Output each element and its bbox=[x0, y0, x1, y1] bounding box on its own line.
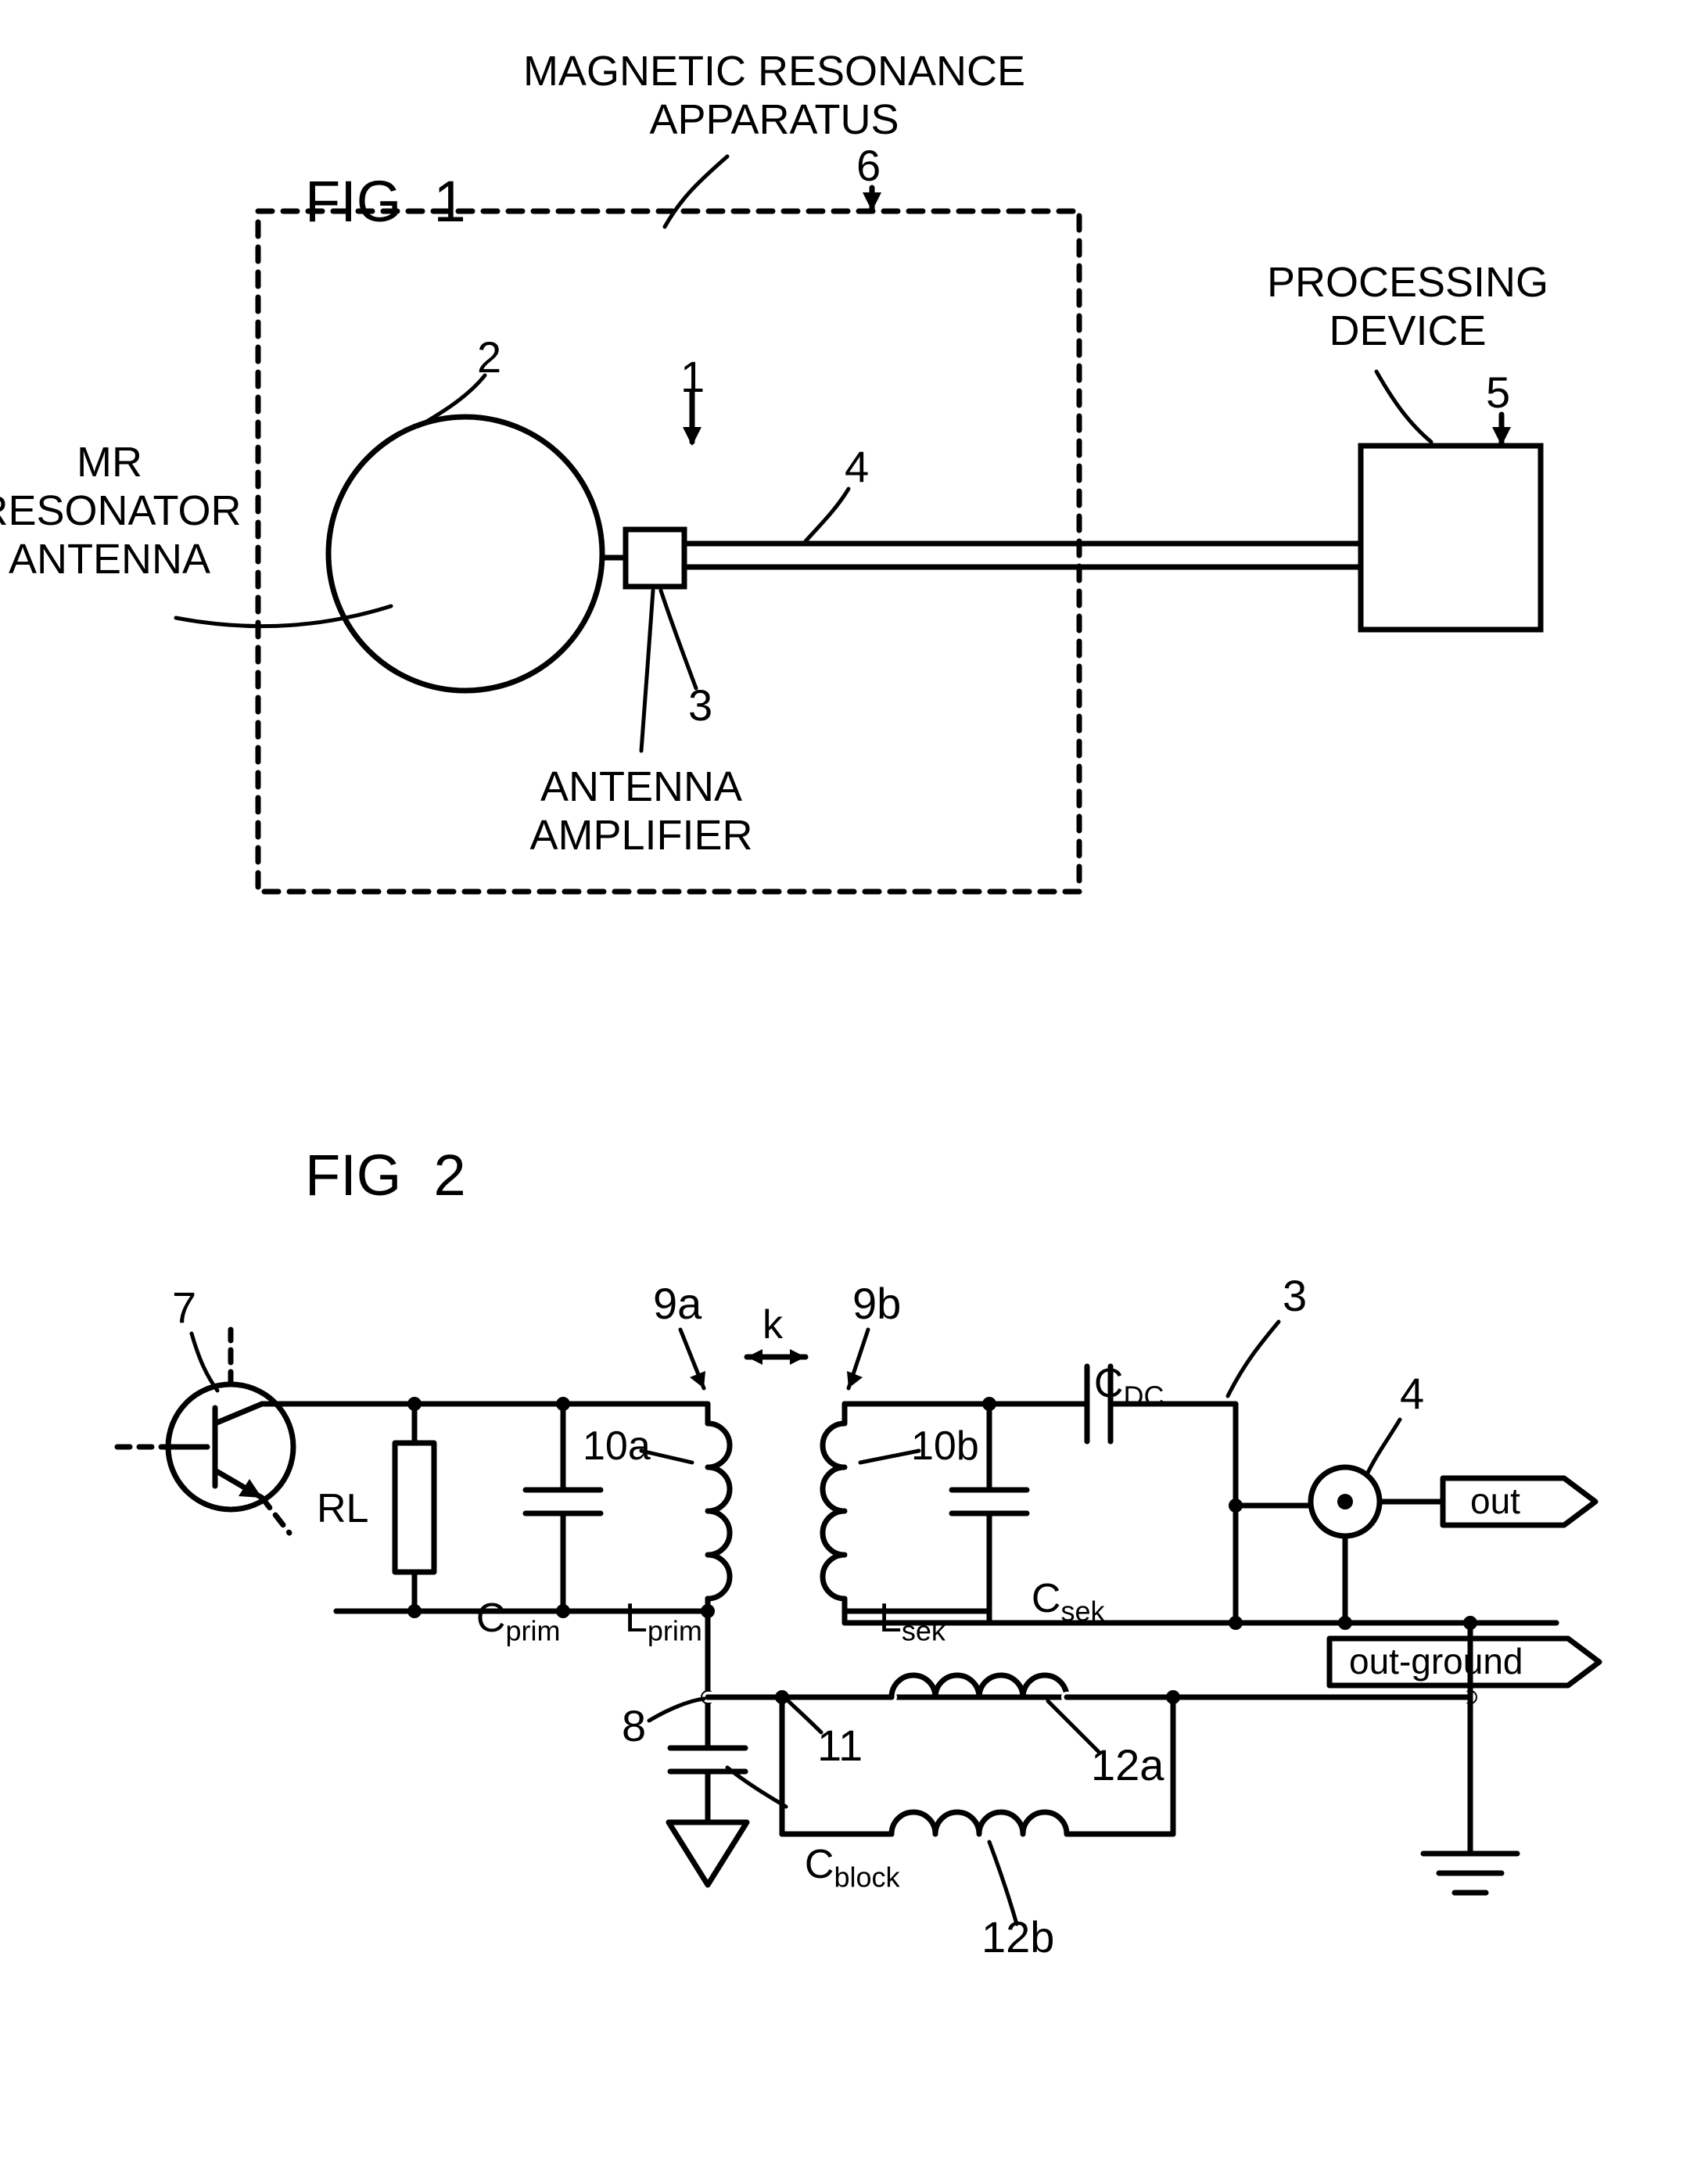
fig1-n3: 3 bbox=[688, 680, 712, 730]
fig1-processing-label: PROCESSING DEVICE bbox=[1243, 258, 1572, 355]
fig1-leader-proc bbox=[1376, 372, 1431, 442]
fig2-n7: 7 bbox=[172, 1283, 196, 1333]
fig2-title: FIG 2 bbox=[305, 1142, 466, 1208]
fig1-leader-apparatus bbox=[665, 156, 727, 227]
fig2-n11: 11 bbox=[817, 1721, 863, 1771]
fig2-12a bbox=[892, 1675, 1067, 1697]
fig2-Csek: Csek bbox=[1009, 1529, 1105, 1628]
fig2-Lprim bbox=[708, 1423, 730, 1599]
fig2-k: k bbox=[762, 1302, 783, 1349]
fig2-n3: 3 bbox=[1283, 1271, 1307, 1321]
fig2-12b bbox=[892, 1812, 1067, 1834]
fig1-title: FIG 1 bbox=[305, 168, 466, 235]
fig1-leader-mr bbox=[176, 606, 391, 626]
fig1-n5: 5 bbox=[1486, 368, 1510, 418]
fig1-processing-device bbox=[1361, 446, 1541, 630]
fig2-RL: RL bbox=[317, 1486, 368, 1533]
fig2-n12a: 12a bbox=[1091, 1740, 1164, 1790]
fig2-n4: 4 bbox=[1400, 1369, 1424, 1419]
fig1-n6: 6 bbox=[856, 141, 881, 191]
fig2-n9b: 9b bbox=[852, 1279, 901, 1329]
fig2-CDC: CDC bbox=[1071, 1314, 1164, 1412]
fig2-n10a: 10a bbox=[583, 1423, 651, 1470]
fig1-n4: 4 bbox=[845, 442, 869, 492]
fig2-n9a: 9a bbox=[653, 1279, 702, 1329]
fig1-antenna-amplifier bbox=[626, 529, 684, 587]
fig1-leader-amp bbox=[641, 590, 653, 751]
fig2-Lprim: Lprim bbox=[602, 1549, 702, 1647]
fig1-n2: 2 bbox=[477, 332, 501, 382]
fig1-amp-label: ANTENNA AMPLIFIER bbox=[501, 763, 782, 860]
fig2-RL bbox=[395, 1443, 434, 1572]
fig1-mr-label: MR RESONATOR ANTENNA bbox=[0, 438, 250, 583]
fig1-antenna-circle bbox=[328, 417, 602, 691]
fig2-coax-inner bbox=[1337, 1494, 1353, 1509]
fig2-open-ground bbox=[669, 1822, 747, 1885]
fig1-n1: 1 bbox=[680, 352, 705, 402]
fig2-Cprim: Cprim bbox=[454, 1549, 560, 1647]
fig2-out: out bbox=[1470, 1481, 1520, 1522]
fig2-out-ground: out-ground bbox=[1349, 1641, 1523, 1682]
fig2-Lsek: Lsek bbox=[856, 1549, 946, 1647]
fig2-Lsek bbox=[823, 1423, 845, 1599]
fig2-n8: 8 bbox=[622, 1701, 646, 1751]
fig1-apparatus-label: MAGNETIC RESONANCE APPARATUS bbox=[501, 47, 1048, 144]
fig2-n10b: 10b bbox=[911, 1423, 979, 1470]
fig2-n12b: 12b bbox=[981, 1912, 1054, 1962]
fig2-Cblock: Cblock bbox=[782, 1795, 900, 1893]
